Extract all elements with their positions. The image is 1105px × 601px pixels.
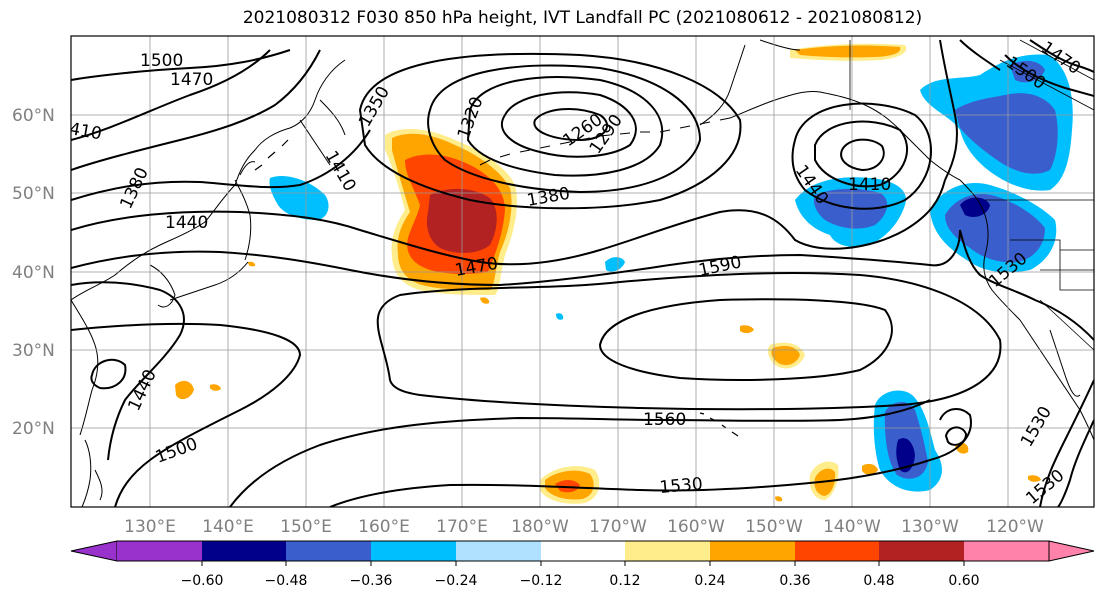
graticule (71, 36, 1094, 507)
colorbar-tick: −0.60 (181, 573, 224, 589)
colorbar-swatch (541, 541, 625, 561)
colorbar-swatch (117, 541, 202, 561)
colorbar-swatch (202, 541, 286, 561)
lon-label: 140°E (202, 517, 254, 537)
map-frame (70, 35, 1095, 508)
lon-label: 160°E (358, 517, 410, 537)
colorbar-extend-high (1048, 540, 1095, 562)
height-contours (71, 39, 1094, 507)
longitude-labels: 130°E 140°E 150°E 160°E 170°E 180°W 170°… (124, 517, 1044, 537)
lat-label: 40°N (12, 263, 55, 283)
lon-label: 150°E (280, 517, 332, 537)
contour-label: 1470 (170, 70, 213, 90)
colorbar-extend-low (70, 540, 118, 562)
colorbar-swatch (710, 541, 795, 561)
colorbar-swatch (879, 541, 964, 561)
contour-label: 1530 (659, 474, 704, 498)
latitude-labels: 60°N 50°N 40°N 30°N 20°N (12, 106, 55, 439)
contour-label: 1410 (848, 175, 891, 195)
lon-label: 130°E (124, 517, 176, 537)
colorbar-tick: 0.60 (948, 573, 979, 589)
ivt-negative-region (269, 54, 1073, 492)
lat-label: 60°N (12, 106, 55, 126)
lat-label: 50°N (12, 184, 55, 204)
colorbar-swatch (625, 541, 710, 561)
lat-label: 30°N (12, 341, 55, 361)
lon-label: 130°W (901, 517, 959, 537)
colorbar-swatch (371, 541, 456, 561)
coastlines (71, 39, 1094, 507)
lat-label: 20°N (12, 419, 55, 439)
map-title: 2021080312 F030 850 hPa height, IVT Land… (242, 8, 923, 28)
lon-label: 160°W (667, 517, 725, 537)
lon-label: 140°W (823, 517, 881, 537)
colorbar-tick: −0.12 (520, 573, 563, 589)
colorbar-tick: −0.48 (265, 573, 308, 589)
colorbar-swatch (456, 541, 541, 561)
colorbar-tick: 0.36 (779, 573, 810, 589)
colorbar-tick: 0.12 (609, 573, 640, 589)
colorbar-tick: −0.24 (435, 573, 478, 589)
contour-label: 1500 (140, 51, 183, 71)
colorbar-swatch (286, 541, 371, 561)
lon-label: 150°W (745, 517, 803, 537)
lon-label: 170°E (436, 517, 488, 537)
colorbar: −0.60 −0.48 −0.36 −0.24 −0.12 0.12 0.24 … (70, 540, 1095, 589)
ivt-positive-region (175, 43, 1041, 504)
lon-label: 120°W (986, 517, 1044, 537)
lon-label: 170°W (589, 517, 647, 537)
colorbar-tick: 0.24 (694, 573, 725, 589)
contour-label: 1560 (643, 410, 686, 430)
colorbar-tick: 0.48 (863, 573, 894, 589)
colorbar-swatch (795, 541, 879, 561)
colorbar-tick: −0.36 (350, 573, 393, 589)
colorbar-swatch (964, 541, 1049, 561)
contour-label: 1440 (165, 213, 208, 233)
lon-label: 180°W (511, 517, 569, 537)
